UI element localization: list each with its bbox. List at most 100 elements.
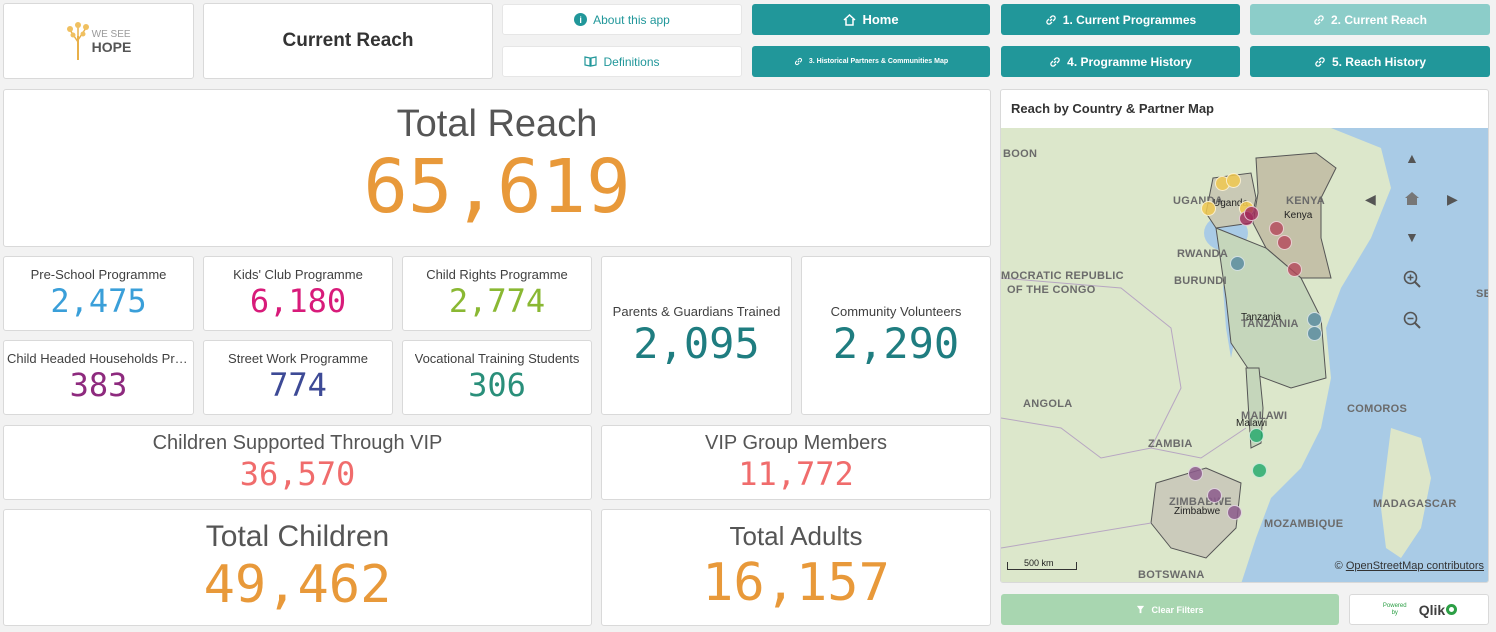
- partner-marker[interactable]: [1226, 173, 1241, 188]
- pan-down-icon[interactable]: ▼: [1405, 229, 1419, 245]
- volunteers-value: 2,290: [832, 318, 960, 368]
- partner-marker[interactable]: [1287, 262, 1302, 277]
- parents-label: Parents & Guardians Trained: [612, 303, 781, 319]
- street-work-label: Street Work Programme: [228, 351, 368, 366]
- parents-value: 2,095: [633, 318, 760, 368]
- vocational-kpi[interactable]: Vocational Training Students 306: [402, 340, 592, 415]
- powered-by-label: Powered by: [1382, 602, 1407, 616]
- home-label: Home: [862, 12, 899, 27]
- definitions-button[interactable]: Definitions: [502, 46, 742, 77]
- child-rights-value: 2,774: [448, 282, 546, 320]
- map-label-rwanda: RWANDA: [1177, 248, 1229, 260]
- pan-left-icon[interactable]: ◀: [1365, 191, 1376, 207]
- total-children-value: 49,462: [203, 554, 392, 615]
- map-label-zambia: ZAMBIA: [1148, 438, 1193, 450]
- map-area[interactable]: BOON UGANDA KENYA RWANDA BURUNDI MOCRATI…: [1001, 128, 1488, 582]
- map-label-drc-1: MOCRATIC REPUBLIC: [1001, 270, 1124, 282]
- link-icon: [1049, 56, 1061, 68]
- partner-marker[interactable]: [1244, 206, 1259, 221]
- about-app-button[interactable]: i About this app: [502, 4, 742, 35]
- preschool-label: Pre-School Programme: [30, 267, 167, 282]
- map-city-zimbabwe: Zimbabwe: [1174, 506, 1221, 517]
- zoom-out-icon[interactable]: [1403, 311, 1421, 332]
- map-label-se: SE: [1476, 288, 1488, 300]
- logo-text-top: WE SEE: [91, 29, 131, 40]
- sheet-title: Current Reach: [282, 30, 414, 51]
- child-rights-label: Child Rights Programme: [426, 267, 568, 282]
- link-icon: [1314, 56, 1326, 68]
- map-label-tanzania: TANZANIA: [1241, 318, 1299, 330]
- qlik-brand: Qlik: [1418, 601, 1446, 618]
- about-app-label: About this app: [593, 12, 670, 27]
- zoom-in-icon[interactable]: [1403, 270, 1421, 291]
- total-adults-label: Total Adults: [729, 521, 863, 551]
- partner-marker[interactable]: [1307, 312, 1322, 327]
- historical-map-button[interactable]: 3. Historical Partners & Communities Map: [752, 46, 990, 77]
- historical-map-label: 3. Historical Partners & Communities Map: [808, 58, 949, 65]
- total-adults-kpi[interactable]: Total Adults 16,157: [601, 509, 991, 626]
- map-city-malawi: Malawi: [1236, 418, 1268, 429]
- vip-members-label: VIP Group Members: [705, 432, 887, 454]
- total-children-kpi[interactable]: Total Children 49,462: [3, 509, 592, 626]
- total-reach-label: Total Reach: [396, 102, 598, 145]
- map-label-comoros: COMOROS: [1347, 403, 1408, 415]
- filter-clear-icon: [1136, 605, 1145, 614]
- logo-card: WE SEE HOPE: [3, 3, 194, 79]
- vip-members-kpi[interactable]: VIP Group Members 11,772: [601, 425, 991, 500]
- map-label-angola: ANGOLA: [1023, 398, 1073, 410]
- partner-marker[interactable]: [1307, 326, 1322, 341]
- kids-club-kpi[interactable]: Kids' Club Programme 6,180: [203, 256, 393, 331]
- total-children-label: Total Children: [205, 519, 390, 553]
- clear-filters-label: Clear Filters: [1151, 604, 1204, 615]
- vip-children-kpi[interactable]: Children Supported Through VIP 36,570: [3, 425, 592, 500]
- map-card: Reach by Country & Partner Map BOON UGAN…: [1000, 89, 1489, 583]
- partner-marker[interactable]: [1249, 428, 1264, 443]
- parents-kpi[interactable]: Parents & Guardians Trained 2,095: [601, 256, 792, 415]
- reach-history-button[interactable]: 5. Reach History: [1250, 46, 1490, 77]
- map-label-madagascar: MADAGASCAR: [1373, 498, 1457, 510]
- current-programmes-label: 1. Current Programmes: [1062, 12, 1197, 27]
- map-scale-label: 500 km: [1024, 558, 1054, 568]
- sheet-title-card: Current Reach: [203, 3, 493, 79]
- total-reach-kpi[interactable]: Total Reach 65,619: [3, 89, 991, 247]
- pan-up-icon[interactable]: ▲: [1405, 150, 1419, 166]
- current-reach-label: 2. Current Reach: [1330, 12, 1428, 27]
- partner-marker[interactable]: [1207, 488, 1222, 503]
- current-reach-button[interactable]: 2. Current Reach: [1250, 4, 1490, 35]
- total-adults-value: 16,157: [702, 553, 890, 613]
- partner-marker[interactable]: [1269, 221, 1284, 236]
- link-icon: [1045, 14, 1057, 26]
- book-icon: [584, 56, 598, 67]
- current-programmes-button[interactable]: 1. Current Programmes: [1001, 4, 1240, 35]
- partner-marker[interactable]: [1188, 466, 1203, 481]
- programme-history-label: 4. Programme History: [1067, 54, 1192, 69]
- volunteers-label: Community Volunteers: [830, 303, 962, 319]
- street-work-kpi[interactable]: Street Work Programme 774: [203, 340, 393, 415]
- map-label-burundi: BURUNDI: [1174, 275, 1227, 287]
- partner-marker[interactable]: [1277, 235, 1292, 250]
- link-icon: [794, 57, 803, 66]
- pan-right-icon[interactable]: ▶: [1447, 191, 1458, 207]
- logo-text-bottom: HOPE: [91, 39, 132, 55]
- link-icon: [1313, 14, 1325, 26]
- clear-filters-button[interactable]: Clear Filters: [1001, 594, 1339, 625]
- child-rights-kpi[interactable]: Child Rights Programme 2,774: [402, 256, 592, 331]
- map-city-tanzania: Tanzania: [1241, 312, 1282, 323]
- home-button[interactable]: Home: [752, 4, 990, 35]
- kids-club-value: 6,180: [249, 282, 347, 320]
- partner-marker[interactable]: [1201, 201, 1216, 216]
- programme-history-button[interactable]: 4. Programme History: [1001, 46, 1240, 77]
- volunteers-kpi[interactable]: Community Volunteers 2,290: [801, 256, 991, 415]
- partner-marker[interactable]: [1227, 505, 1242, 520]
- partner-marker[interactable]: [1230, 256, 1245, 271]
- map-home-icon[interactable]: [1403, 190, 1421, 209]
- vip-children-value: 36,570: [239, 455, 356, 493]
- map-city-uganda: Uganda: [1213, 198, 1249, 209]
- partner-marker[interactable]: [1252, 463, 1267, 478]
- reach-history-label: 5. Reach History: [1331, 54, 1427, 69]
- preschool-kpi[interactable]: Pre-School Programme 2,475: [3, 256, 194, 331]
- child-headed-kpi[interactable]: Child Headed Households Pro... 383: [3, 340, 194, 415]
- qlik-logo: Qlik: [1418, 601, 1458, 618]
- child-headed-value: 383: [69, 366, 128, 404]
- osm-attribution-link[interactable]: OpenStreetMap contributors: [1345, 560, 1484, 572]
